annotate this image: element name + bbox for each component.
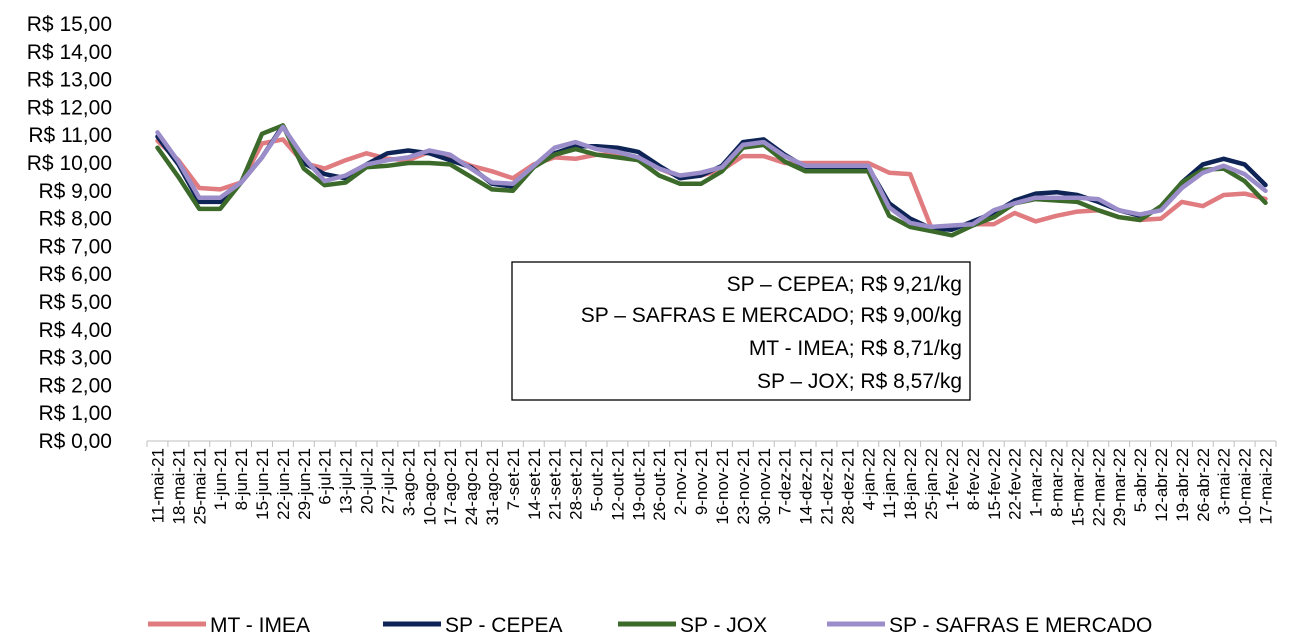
legend-item-sp-safras: SP - SAFRAS E MERCADO bbox=[827, 614, 1152, 634]
annotation-box: SP – CEPEA; R$ 9,21/kg SP – SAFRAS E MER… bbox=[511, 261, 971, 401]
x-tick-label: 6-jul-21 bbox=[316, 448, 335, 505]
x-tick-label: 1-jun-21 bbox=[211, 448, 230, 510]
y-tick-label: R$ 9,00 bbox=[38, 180, 112, 203]
y-tick-label: R$ 12,00 bbox=[27, 96, 112, 119]
x-tick-label: 7-set-21 bbox=[504, 448, 523, 510]
x-tick-label: 15-jun-21 bbox=[253, 448, 272, 520]
x-tick-label: 12-out-21 bbox=[608, 448, 627, 521]
y-tick-label: R$ 13,00 bbox=[27, 69, 112, 92]
x-tick-label: 19-out-21 bbox=[629, 448, 648, 521]
x-tick-label: 29-jun-21 bbox=[295, 448, 314, 520]
annotation-cepea: SP – CEPEA; R$ 9,21/kg bbox=[727, 273, 962, 296]
y-tick-label: R$ 4,00 bbox=[38, 319, 112, 342]
y-tick-label: R$ 8,00 bbox=[38, 208, 112, 231]
series-line-sp-safras-e-mercado bbox=[155, 124, 1268, 230]
x-tick-label: 10-mai-22 bbox=[1236, 448, 1255, 525]
x-tick-label: 25-jan-22 bbox=[922, 448, 941, 520]
x-tick-label: 21-set-21 bbox=[546, 448, 565, 520]
legend-item-sp-cepea: SP - CEPEA bbox=[383, 614, 563, 634]
x-tick-label: 18-mai-21 bbox=[169, 448, 188, 525]
x-tick-label: 12-abr-22 bbox=[1152, 448, 1171, 522]
x-tick-label: 13-jul-21 bbox=[337, 448, 356, 514]
x-tick-label: 7-dez-21 bbox=[776, 448, 795, 515]
x-tick-label: 2-nov-21 bbox=[671, 448, 690, 515]
legend-label-sp-cepea: SP - CEPEA bbox=[445, 614, 563, 634]
y-tick-label: R$ 1,00 bbox=[38, 402, 112, 425]
x-tick-label: 22-jun-21 bbox=[274, 448, 293, 520]
x-tick-label: 24-ago-21 bbox=[462, 448, 481, 526]
x-tick-label: 25-mai-21 bbox=[190, 448, 209, 525]
y-tick-label: R$ 6,00 bbox=[38, 263, 112, 286]
x-tick-label: 22-mar-22 bbox=[1089, 448, 1108, 526]
x-tick-label: 11-mai-21 bbox=[148, 448, 167, 523]
legend-item-sp-jox: SP - JOX bbox=[618, 614, 767, 634]
x-tick-label: 18-jan-22 bbox=[901, 448, 920, 520]
x-tick-label: 23-nov-21 bbox=[734, 448, 753, 525]
x-tick-label: 20-jul-21 bbox=[358, 448, 377, 514]
x-tick-label: 30-nov-21 bbox=[755, 448, 774, 525]
legend-label-sp-jox: SP - JOX bbox=[680, 614, 767, 634]
x-tick-label: 14-set-21 bbox=[525, 448, 544, 520]
legend-item-mt-imea: MT - IMEA bbox=[148, 614, 310, 634]
x-tick-label: 26-out-21 bbox=[650, 448, 669, 521]
x-axis: 11-mai-21 18-mai-21 25-mai-21 1-jun-21 8-jun… bbox=[146, 440, 1277, 526]
legend: MT - IMEA SP - CEPEA SP - JOX SP - SAFRA… bbox=[148, 614, 1152, 634]
y-axis: R$ 0,00 R$ 1,00 R$ 2,00 R$ 3,00 R$ 4,00 R$ 5,… bbox=[27, 13, 112, 453]
x-tick-label: 5-out-21 bbox=[588, 448, 607, 511]
x-tick-label: 22-fev-22 bbox=[1006, 448, 1025, 520]
x-tick-label: 31-ago-21 bbox=[483, 448, 502, 526]
annotation-safras: SP – SAFRAS E MERCADO; R$ 9,00/kg bbox=[581, 304, 962, 327]
x-tick-label: 14-dez-21 bbox=[797, 448, 816, 525]
x-tick-label: 29-mar-22 bbox=[1110, 448, 1129, 526]
legend-label-sp-safras: SP - SAFRAS E MERCADO bbox=[889, 614, 1152, 634]
y-tick-label: R$ 14,00 bbox=[27, 41, 112, 64]
x-tick-label: 15-fev-22 bbox=[985, 448, 1004, 520]
y-tick-label: R$ 11,00 bbox=[28, 124, 112, 147]
x-tick-label: 17-ago-21 bbox=[441, 448, 460, 526]
y-tick-label: R$ 2,00 bbox=[38, 374, 112, 397]
x-tick-label: 15-mar-22 bbox=[1068, 448, 1087, 526]
y-tick-label: R$ 10,00 bbox=[27, 152, 112, 175]
x-tick-label: 17-mai-22 bbox=[1257, 448, 1276, 525]
x-tick-label: 21-dez-21 bbox=[817, 448, 836, 525]
x-tick-label: 27-jul-21 bbox=[378, 448, 397, 514]
series-lines bbox=[155, 123, 1268, 238]
y-tick-label: R$ 0,00 bbox=[38, 430, 112, 453]
legend-label-mt-imea: MT - IMEA bbox=[210, 614, 310, 634]
x-tick-label: 28-set-21 bbox=[567, 448, 586, 520]
x-tick-label: 1-fev-22 bbox=[943, 448, 962, 510]
series-line-sp-jox bbox=[155, 123, 1268, 238]
x-tick-label: 11-jan-22 bbox=[880, 448, 899, 519]
x-tick-label: 5-abr-22 bbox=[1131, 448, 1150, 512]
y-tick-label: R$ 7,00 bbox=[38, 235, 112, 258]
annotation-imea: MT - IMEA; R$ 8,71/kg bbox=[749, 337, 962, 360]
x-tick-label: 26-abr-22 bbox=[1194, 448, 1213, 522]
y-tick-label: R$ 15,00 bbox=[27, 13, 112, 36]
y-tick-label: R$ 3,00 bbox=[38, 347, 112, 370]
x-tick-label: 19-abr-22 bbox=[1173, 448, 1192, 522]
x-tick-label: 10-ago-21 bbox=[420, 448, 439, 526]
x-tick-label: 3-ago-21 bbox=[399, 448, 418, 516]
x-tick-label: 8-fev-22 bbox=[964, 448, 983, 510]
x-tick-label: 16-nov-21 bbox=[713, 448, 732, 525]
x-tick-label: 9-nov-21 bbox=[692, 448, 711, 515]
x-tick-label: 1-mar-22 bbox=[1027, 448, 1046, 517]
x-tick-label: 4-jan-22 bbox=[859, 448, 878, 510]
annotation-jox: SP – JOX; R$ 8,57/kg bbox=[757, 370, 962, 393]
y-tick-label: R$ 5,00 bbox=[38, 291, 112, 314]
x-tick-label: 8-jun-21 bbox=[232, 448, 251, 510]
x-tick-label: 28-dez-21 bbox=[838, 448, 857, 525]
x-tick-label: 8-mar-22 bbox=[1047, 448, 1066, 517]
x-tick-label: 3-mai-22 bbox=[1215, 448, 1234, 515]
